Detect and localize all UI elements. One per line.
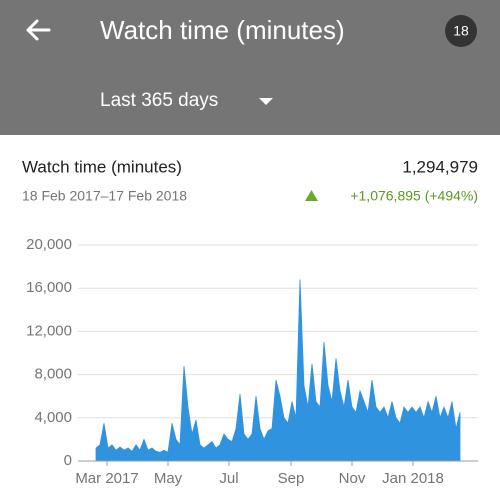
y-tick-label: 4,000	[34, 409, 72, 426]
x-tick-label: Sep	[278, 470, 305, 487]
back-button[interactable]	[26, 19, 51, 41]
x-tick-label: Nov	[339, 470, 366, 487]
badge[interactable]: 18	[453, 23, 469, 39]
y-tick-label: 20,000	[26, 236, 72, 253]
x-tick-label: Mar 2017	[75, 470, 138, 487]
summary-total: 1,294,979	[402, 157, 478, 176]
up-arrow	[305, 190, 318, 201]
badge-circle[interactable]	[445, 15, 477, 47]
y-tick-label: 0	[64, 452, 72, 469]
x-tick-label: Jan 2018	[382, 470, 444, 487]
x-tick-label: Jul	[219, 470, 238, 487]
date-range: 18 Feb 2017–17 Feb 2018	[22, 188, 187, 204]
area	[95, 279, 461, 462]
dropdown-arrow[interactable]	[259, 98, 273, 105]
summary-title: Watch time (minutes)	[22, 157, 182, 176]
range-selector[interactable]: Last 365 days	[100, 90, 218, 111]
app-bar	[0, 0, 500, 135]
y-tick-label: 8,000	[34, 366, 72, 383]
x-tick-label: May	[154, 470, 183, 487]
page-title: Watch time (minutes)	[100, 15, 345, 45]
y-tick-label: 16,000	[26, 279, 72, 296]
change: +1,076,895 (+494%)	[350, 188, 478, 204]
y-tick-label: 12,000	[26, 322, 72, 339]
